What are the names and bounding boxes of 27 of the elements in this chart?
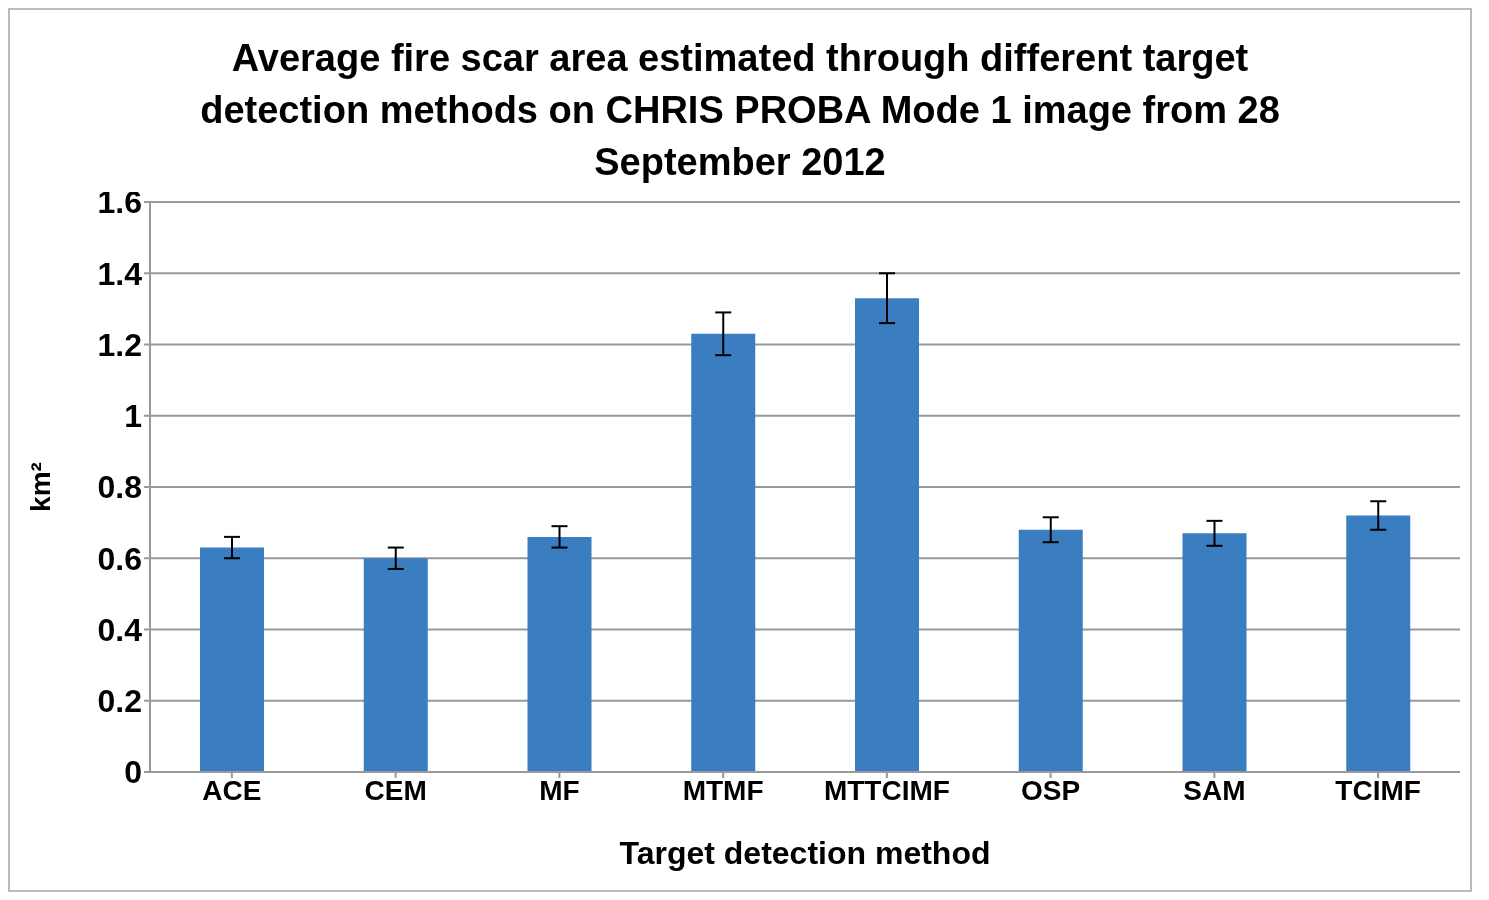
x-tick-label: CEM xyxy=(364,774,427,806)
y-tick-label: 0.2 xyxy=(97,683,142,720)
y-axis-title: km² xyxy=(24,462,56,512)
bar xyxy=(691,333,756,772)
x-tick-label: ACE xyxy=(202,774,262,806)
y-tick-label: 1 xyxy=(124,398,142,435)
chart-title: Average fire scar area estimated through different target detection methods on CHRIS PROBA Mode 1 image from 28 September 2012 xyxy=(199,36,1281,185)
y-tick-label: 0.4 xyxy=(97,611,143,648)
bar xyxy=(1018,529,1083,772)
bar xyxy=(1182,533,1247,772)
bar xyxy=(527,536,592,772)
y-tick-label: 1.4 xyxy=(97,255,143,292)
bar xyxy=(363,558,428,772)
x-tick-label: TCIMF xyxy=(1335,774,1421,806)
bar xyxy=(855,298,919,772)
x-tick-label: SAM xyxy=(1183,774,1246,806)
x-tick-label: MTMF xyxy=(682,774,764,806)
y-tick-label: 0.6 xyxy=(97,540,142,577)
bar xyxy=(200,547,264,772)
x-tick-label: MF xyxy=(539,774,580,806)
y-tick-label: 0 xyxy=(124,754,142,791)
x-tick-label: MTTCIMF xyxy=(823,774,950,806)
y-tick-label: 1.2 xyxy=(97,326,142,363)
x-tick-label: OSP xyxy=(1021,774,1081,806)
y-tick-label: 0.8 xyxy=(97,469,142,506)
x-axis-title: Target detection method xyxy=(619,835,991,871)
bar xyxy=(1346,515,1411,772)
